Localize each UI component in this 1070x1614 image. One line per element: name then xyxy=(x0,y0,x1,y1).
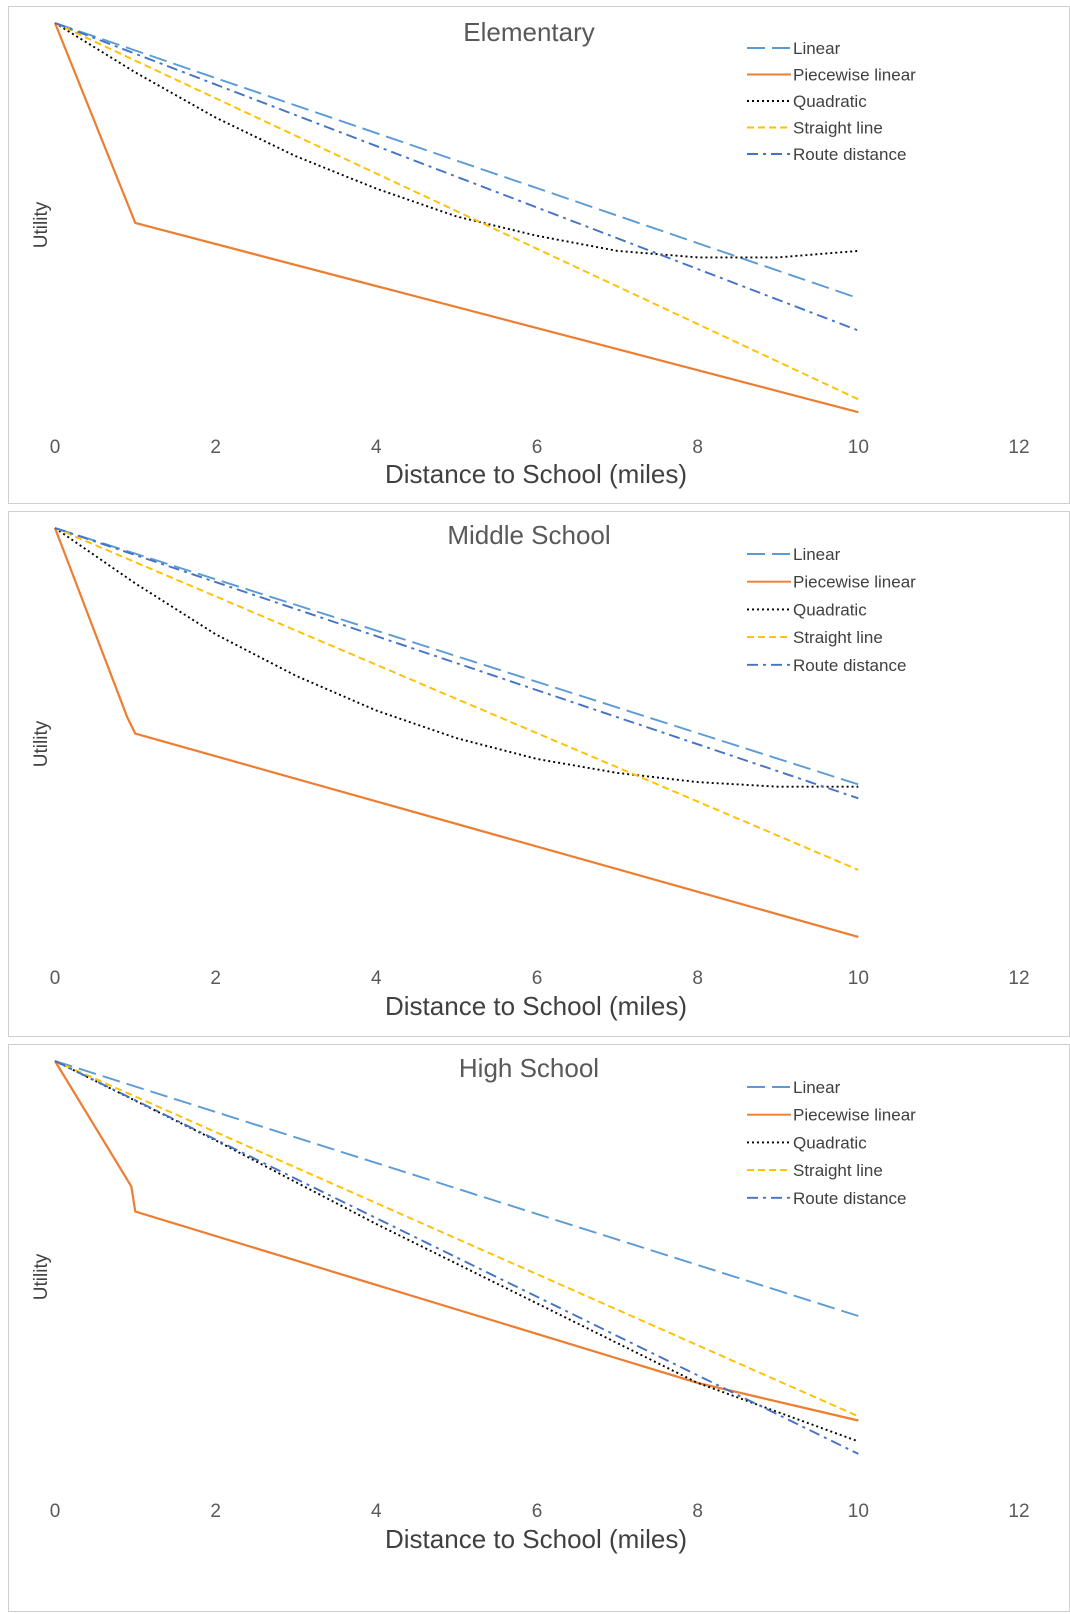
legend-label-linear: Linear xyxy=(793,39,841,58)
legend-label-piecewise-linear: Piecewise linear xyxy=(793,66,916,85)
x-tick-label: 2 xyxy=(210,968,221,989)
x-axis-label: Distance to School (miles) xyxy=(385,991,687,1021)
series-line-route-distance xyxy=(54,527,859,800)
legend-label-route-distance: Route distance xyxy=(793,1189,906,1208)
chart-elementary: Elementary Utility 0 2 4 6 8 10 12 Distance to Sc… xyxy=(31,17,1030,489)
series-line-route-distance xyxy=(54,1060,859,1455)
chart-panel-elementary: Elementary Utility 0 2 4 6 8 10 12 Distance to Sc… xyxy=(8,6,1070,504)
chart-title: Elementary xyxy=(463,17,595,47)
x-tick-label: 0 xyxy=(50,968,61,989)
x-axis-label: Distance to School (miles) xyxy=(385,459,687,489)
chart-panel-high-school: High School Utility 0 2 4 6 8 10 12 Distance to S… xyxy=(8,1044,1070,1612)
x-tick-label: 8 xyxy=(692,1501,703,1522)
x-axis-label: Distance to School (miles) xyxy=(385,1524,687,1554)
x-tick-label: 4 xyxy=(371,968,382,989)
chart-panel-middle-school: Middle School Utility 0 2 4 6 8 10 12 Distance to… xyxy=(8,511,1070,1037)
chart-middle-school: Middle School Utility 0 2 4 6 8 10 12 Distance to… xyxy=(31,520,1030,1021)
legend-label-linear: Linear xyxy=(793,545,841,564)
legend-label-straight-line: Straight line xyxy=(793,119,883,138)
series-line-quadratic xyxy=(54,527,859,788)
x-tick-label: 6 xyxy=(532,437,543,458)
series-line-piecewise-linear xyxy=(54,1060,859,1422)
legend-label-quadratic: Quadratic xyxy=(793,1133,867,1152)
x-tick-label: 10 xyxy=(848,1501,869,1522)
legend-label-quadratic: Quadratic xyxy=(793,92,867,111)
series-line-linear xyxy=(54,527,859,786)
series-line-piecewise-linear xyxy=(53,527,859,938)
x-tick-label: 4 xyxy=(371,1501,382,1522)
x-tick-label: 0 xyxy=(50,1501,61,1522)
series-line-straight-line xyxy=(54,1060,859,1418)
legend-label-route-distance: Route distance xyxy=(793,145,906,164)
series-line-linear xyxy=(54,22,859,300)
legend-label-piecewise-linear: Piecewise linear xyxy=(793,573,916,592)
x-tick-label: 12 xyxy=(1008,968,1029,989)
series-line-piecewise-linear xyxy=(53,22,859,414)
series-line-route-distance xyxy=(54,22,859,332)
legend-label-straight-line: Straight line xyxy=(793,1161,883,1180)
chart-high-school: High School Utility 0 2 4 6 8 10 12 Distance to S… xyxy=(31,1053,1030,1554)
x-tick-label: 4 xyxy=(371,437,382,458)
legend-label-linear: Linear xyxy=(793,1078,841,1097)
legend-label-quadratic: Quadratic xyxy=(793,600,867,619)
legend-label-piecewise-linear: Piecewise linear xyxy=(793,1106,916,1125)
x-tick-label: 6 xyxy=(532,1501,543,1522)
series-line-linear xyxy=(54,1060,859,1317)
x-tick-label: 2 xyxy=(210,1501,221,1522)
series-line-quadratic xyxy=(54,1060,859,1443)
x-tick-label: 2 xyxy=(210,437,221,458)
x-tick-label: 8 xyxy=(692,968,703,989)
chart-title: High School xyxy=(459,1053,599,1083)
x-tick-label: 12 xyxy=(1008,437,1029,458)
series-line-straight-line xyxy=(54,527,859,871)
y-axis-label: Utility xyxy=(31,201,52,248)
x-tick-label: 12 xyxy=(1008,1501,1029,1522)
y-axis-label: Utility xyxy=(31,720,52,767)
x-tick-label: 6 xyxy=(532,968,543,989)
x-tick-label: 8 xyxy=(692,437,703,458)
legend-label-route-distance: Route distance xyxy=(793,656,906,675)
x-tick-label: 10 xyxy=(848,968,869,989)
y-axis-label: Utility xyxy=(31,1253,52,1300)
series-line-straight-line xyxy=(54,22,859,401)
x-tick-label: 10 xyxy=(848,437,869,458)
legend-label-straight-line: Straight line xyxy=(793,628,883,647)
x-tick-label: 0 xyxy=(50,437,61,458)
series-line-quadratic xyxy=(54,22,859,259)
chart-title: Middle School xyxy=(447,520,610,550)
